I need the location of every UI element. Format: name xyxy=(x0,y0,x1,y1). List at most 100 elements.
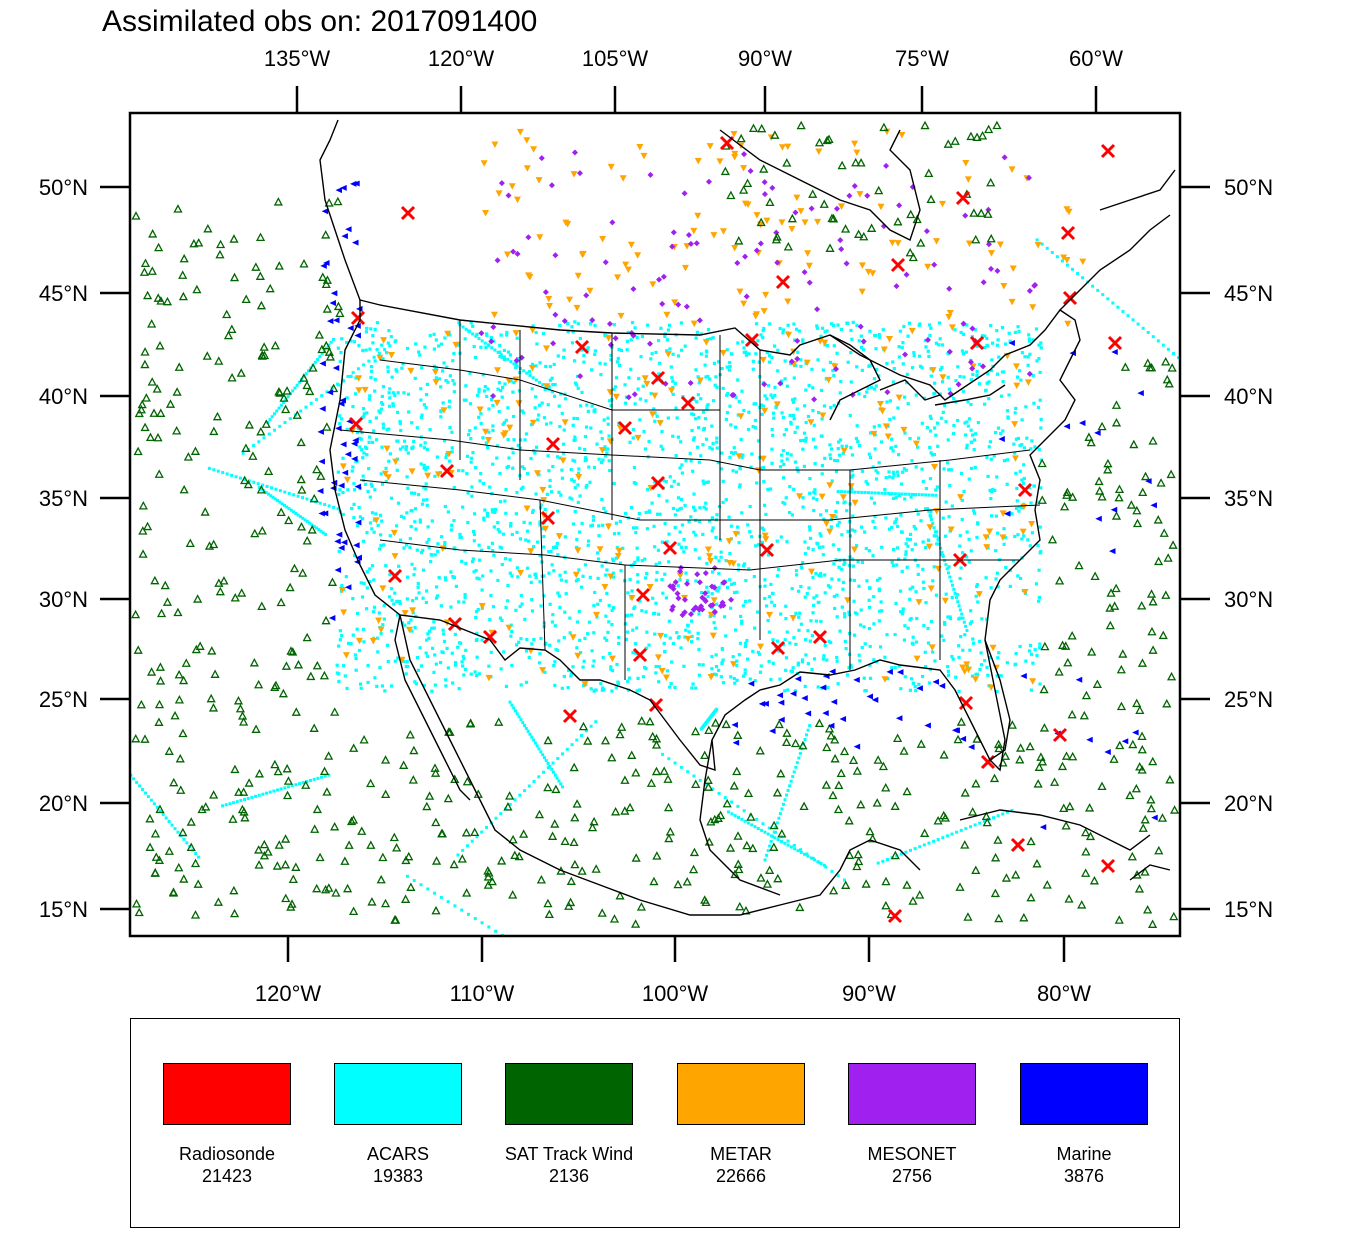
acars-obs xyxy=(553,382,557,387)
acars-obs xyxy=(742,350,746,354)
acars-obs xyxy=(766,553,771,557)
sat-wind-obs xyxy=(1147,919,1158,928)
acars-obs xyxy=(592,604,596,608)
acars-obs xyxy=(418,353,422,357)
acars-obs xyxy=(866,386,870,390)
metar-obs xyxy=(529,327,537,334)
acars-obs xyxy=(590,649,594,653)
acars-obs xyxy=(1017,369,1022,373)
acars-obs xyxy=(710,516,715,520)
acars-obs xyxy=(996,426,1001,430)
acars-obs xyxy=(692,530,696,534)
metar-obs xyxy=(681,264,689,272)
acars-obs xyxy=(252,444,256,448)
metar-obs xyxy=(924,263,932,271)
acars-obs xyxy=(365,411,369,415)
acars-obs xyxy=(791,775,795,779)
sat-wind-obs xyxy=(1015,754,1025,764)
metar-obs xyxy=(938,200,946,208)
mesonet-obs xyxy=(893,283,900,290)
acars-obs xyxy=(824,509,829,513)
marine-obs xyxy=(1151,814,1158,821)
metar-obs xyxy=(573,304,581,312)
acars-obs xyxy=(680,523,685,527)
acars-obs xyxy=(1032,484,1036,488)
mesonet-obs xyxy=(701,596,708,603)
acars-obs xyxy=(308,521,312,525)
sat-wind-obs xyxy=(302,632,312,642)
acars-obs xyxy=(792,322,796,326)
acars-obs xyxy=(234,475,238,479)
acars-obs xyxy=(380,519,384,523)
acars-obs xyxy=(747,599,752,603)
sat-wind-obs xyxy=(254,860,264,869)
metar-obs xyxy=(804,250,812,257)
acars-obs xyxy=(542,756,546,760)
acars-obs xyxy=(690,686,694,690)
acars-obs xyxy=(820,326,825,330)
acars-obs xyxy=(872,595,876,599)
acars-obs xyxy=(929,619,934,624)
acars-obs xyxy=(796,849,800,853)
acars-obs xyxy=(532,779,536,783)
acars-obs xyxy=(703,363,707,367)
sat-wind-obs xyxy=(431,856,442,865)
acars-obs xyxy=(847,665,851,670)
acars-obs xyxy=(439,604,443,608)
sat-wind-obs xyxy=(565,897,576,907)
acars-obs xyxy=(846,360,850,364)
acars-obs xyxy=(643,665,647,670)
acars-obs xyxy=(336,346,340,350)
acars-obs xyxy=(989,496,993,501)
sat-wind-obs xyxy=(330,821,340,831)
acars-obs xyxy=(697,426,701,430)
sat-wind-obs xyxy=(176,785,186,794)
acars-obs xyxy=(436,549,440,553)
acars-obs xyxy=(885,633,889,637)
acars-obs xyxy=(670,484,674,489)
acars-obs xyxy=(966,400,970,404)
acars-obs xyxy=(836,323,840,327)
marine-obs xyxy=(340,441,347,448)
acars-obs xyxy=(960,349,965,353)
sat-wind-obs xyxy=(1169,805,1180,814)
acars-obs xyxy=(430,519,434,523)
acars-obs xyxy=(1131,318,1135,322)
marine-obs xyxy=(1003,510,1011,517)
acars-obs xyxy=(632,562,636,567)
acars-obs xyxy=(836,447,840,451)
acars-obs xyxy=(337,549,341,553)
acars-obs xyxy=(466,491,470,495)
acars-obs xyxy=(327,504,331,508)
acars-obs xyxy=(771,411,776,415)
sat-wind-obs xyxy=(1019,912,1029,922)
acars-obs xyxy=(937,343,941,347)
acars-obs xyxy=(462,673,466,677)
right-lat-label: 30°N xyxy=(1224,587,1273,612)
acars-obs xyxy=(704,437,709,441)
mesonet-obs xyxy=(589,317,596,324)
metar-obs xyxy=(946,309,954,317)
acars-obs xyxy=(949,468,953,472)
sat-wind-obs xyxy=(203,223,213,233)
sat-wind-obs xyxy=(254,845,264,854)
acars-obs xyxy=(667,532,671,536)
acars-obs xyxy=(418,646,422,650)
acars-obs xyxy=(636,556,640,560)
acars-obs xyxy=(243,798,247,802)
acars-obs xyxy=(379,543,383,548)
acars-obs xyxy=(664,596,669,600)
sat-wind-obs xyxy=(878,761,889,771)
acars-obs xyxy=(763,394,767,398)
sat-wind-obs xyxy=(730,869,740,879)
sat-wind-obs xyxy=(1138,823,1148,832)
acars-obs xyxy=(694,533,698,537)
acars-obs xyxy=(423,441,427,445)
sat-wind-obs xyxy=(1148,756,1158,766)
acars-obs xyxy=(605,591,609,596)
marine-obs xyxy=(334,538,341,545)
acars-obs xyxy=(778,326,782,331)
sat-wind-obs xyxy=(1011,870,1021,879)
sat-wind-obs xyxy=(333,196,343,206)
mesonet-obs xyxy=(702,570,709,577)
